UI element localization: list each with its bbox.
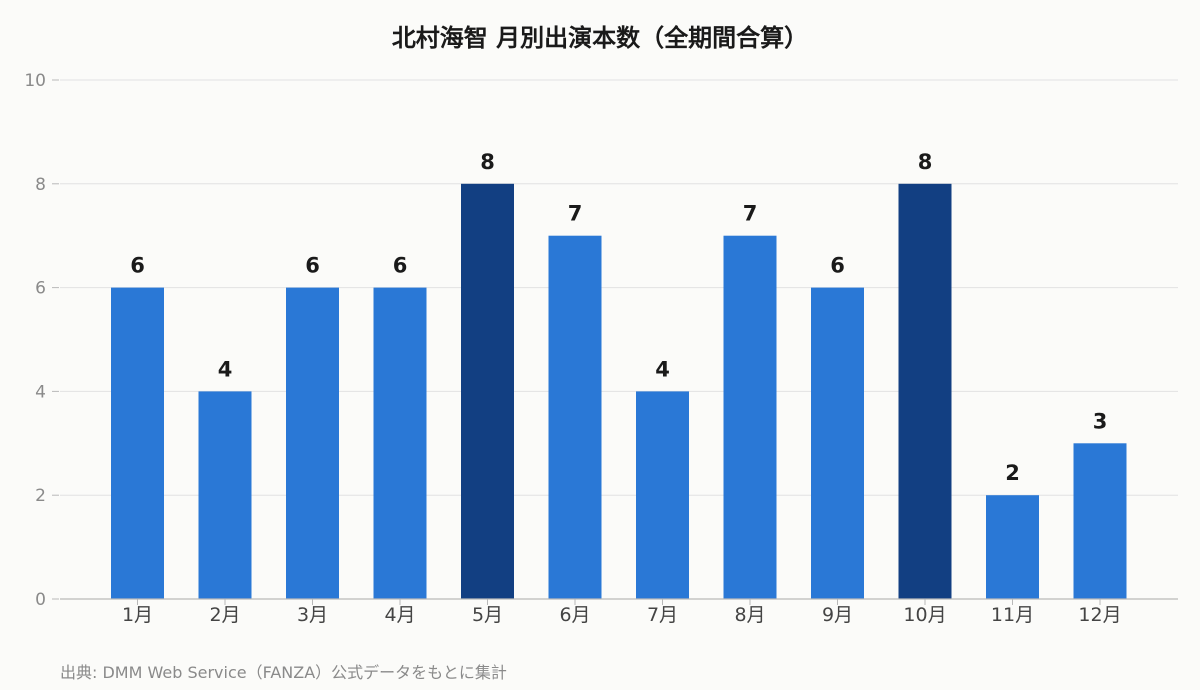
bar (548, 235, 602, 599)
axes: 0 2 4 6 8 10 1月 2月 3月 4月 5月 6月 7月 8月 9月 10月 11月 12月 (24, 71, 1178, 626)
data-label: 3 (1093, 409, 1108, 433)
x-tick-label: 10月 (903, 604, 946, 626)
y-tick-label: 10 (24, 71, 46, 91)
data-labels: 6 4 6 6 8 7 4 7 6 8 2 3 (130, 150, 1107, 485)
bar (723, 235, 777, 599)
y-tick-label: 2 (35, 486, 46, 506)
data-label: 6 (393, 254, 408, 278)
bar (898, 183, 952, 600)
x-tick-label: 7月 (647, 604, 678, 626)
data-label: 6 (305, 254, 320, 278)
bar (198, 391, 252, 599)
data-label: 8 (918, 150, 933, 174)
x-tick-label: 2月 (209, 604, 240, 626)
x-tick-label: 12月 (1078, 604, 1121, 626)
data-label: 2 (1005, 461, 1020, 485)
x-tick-label: 5月 (472, 604, 503, 626)
data-label: 6 (130, 254, 145, 278)
x-tick-label: 8月 (734, 604, 765, 626)
y-tick-label: 0 (35, 590, 46, 610)
x-tick-label: 9月 (822, 604, 853, 626)
x-tick-label: 4月 (384, 604, 415, 626)
x-tick-label: 6月 (559, 604, 590, 626)
bar (373, 287, 427, 599)
bar (286, 287, 339, 599)
x-tick-label: 3月 (297, 604, 328, 626)
bar (986, 495, 1039, 599)
data-label: 4 (655, 357, 670, 381)
y-tick-label: 6 (35, 279, 46, 299)
bar (461, 183, 514, 600)
chart-title: 北村海智 月別出演本数（全期間合算） (391, 24, 809, 52)
bar (111, 287, 164, 599)
data-label: 8 (480, 150, 495, 174)
bar (811, 287, 864, 599)
bar (636, 391, 689, 599)
x-tick-label: 1月 (122, 604, 153, 626)
data-label: 6 (830, 254, 845, 278)
y-tick-label: 8 (35, 175, 46, 195)
y-tick-label: 4 (35, 382, 46, 402)
x-tick-label: 11月 (991, 604, 1034, 626)
data-label: 7 (743, 202, 758, 226)
bar (1073, 443, 1127, 599)
source-note: 出典: DMM Web Service（FANZA）公式データをもとに集計 (60, 663, 507, 682)
data-label: 4 (218, 357, 233, 381)
data-label: 7 (568, 202, 583, 226)
bars (111, 183, 1127, 600)
